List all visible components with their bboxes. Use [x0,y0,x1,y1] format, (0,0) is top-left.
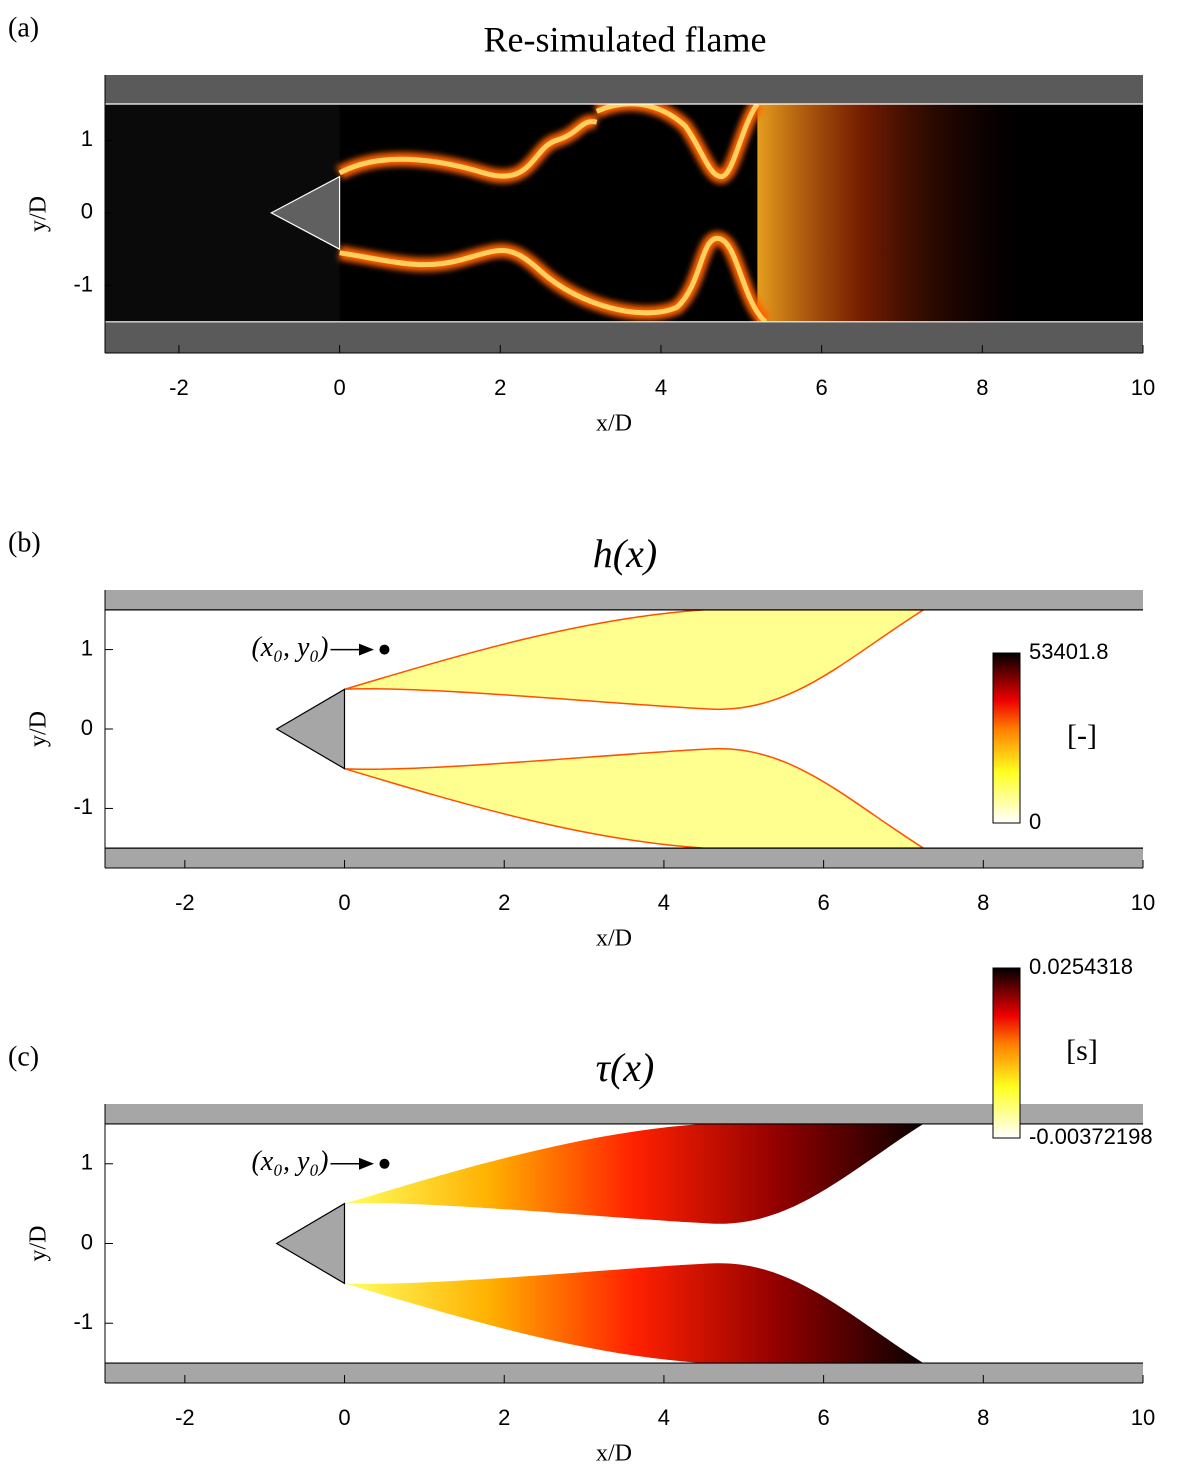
y-axis-label: y/D [26,711,52,747]
y-tick-label: 0 [81,199,93,224]
colorbar-tick-label: -0.00372198 [1029,1124,1153,1149]
colorbar-label: [s] [1066,1034,1098,1067]
colorbar-tick-label: 0.0254318 [1029,954,1133,979]
x-tick-label: 2 [498,890,510,915]
panel-label: (c) [8,1041,39,1072]
x-tick-label: 10 [1131,375,1155,400]
y-axis-label: y/D [26,1226,52,1262]
annotation: (x₀, y₀) [251,1146,328,1177]
figure: -20246810-101x/Dy/DRe-simulated flame(a)… [0,0,1179,1470]
y-tick-label: 0 [81,1229,93,1254]
x-tick-label: -2 [169,375,189,400]
x-axis-label: x/D [596,411,632,437]
x-tick-label: 4 [658,890,670,915]
x-tick-label: 6 [817,1405,829,1430]
fade [757,104,1022,322]
x-tick-label: 6 [817,890,829,915]
probe-point [379,645,389,655]
colorbar-label: [-] [1067,719,1097,752]
colorbar [993,653,1020,823]
field [105,75,1143,353]
y-tick-label: 1 [81,126,93,151]
x-tick-label: 8 [977,890,989,915]
panel-label: (b) [8,527,41,558]
y-tick-label: -1 [73,1309,93,1334]
y-axis-label: y/D [26,196,52,232]
x-tick-label: 10 [1131,1405,1155,1430]
annotation: (x₀, y₀) [251,632,328,663]
x-tick-label: 0 [338,890,350,915]
x-tick-label: 6 [816,375,828,400]
x-tick-label: 10 [1131,890,1155,915]
colorbar-tick-label: 0 [1029,809,1041,834]
x-axis-label: x/D [596,926,632,952]
wall [105,1363,1143,1383]
probe-point [379,1159,389,1169]
wall [105,848,1143,868]
y-tick-label: -1 [73,794,93,819]
x-tick-label: 2 [494,375,506,400]
x-tick-label: 4 [658,1405,670,1430]
x-tick-label: 4 [655,375,667,400]
colorbar [993,968,1020,1138]
x-tick-label: -2 [175,890,195,915]
x-tick-label: 0 [333,375,345,400]
page: -20246810-101x/Dy/DRe-simulated flame(a)… [0,0,1179,1470]
y-tick-label: 1 [81,1150,93,1175]
x-axis-label: x/D [596,1441,632,1467]
wall [105,322,1143,353]
y-tick-label: 1 [81,635,93,660]
x-tick-label: 8 [976,375,988,400]
colorbar-tick-label: 53401.8 [1029,639,1109,664]
title: h(x) [593,531,657,576]
y-tick-label: 0 [81,715,93,740]
x-tick-label: 0 [338,1405,350,1430]
wall [105,590,1143,610]
panel-label: (a) [8,12,39,43]
x-tick-label: 8 [977,1405,989,1430]
x-tick-label: 2 [498,1405,510,1430]
wall [105,75,1143,104]
y-tick-label: -1 [73,271,93,296]
wall [105,1104,1143,1124]
x-tick-label: -2 [175,1405,195,1430]
title: τ(x) [596,1045,655,1090]
title: Re-simulated flame [484,19,767,59]
